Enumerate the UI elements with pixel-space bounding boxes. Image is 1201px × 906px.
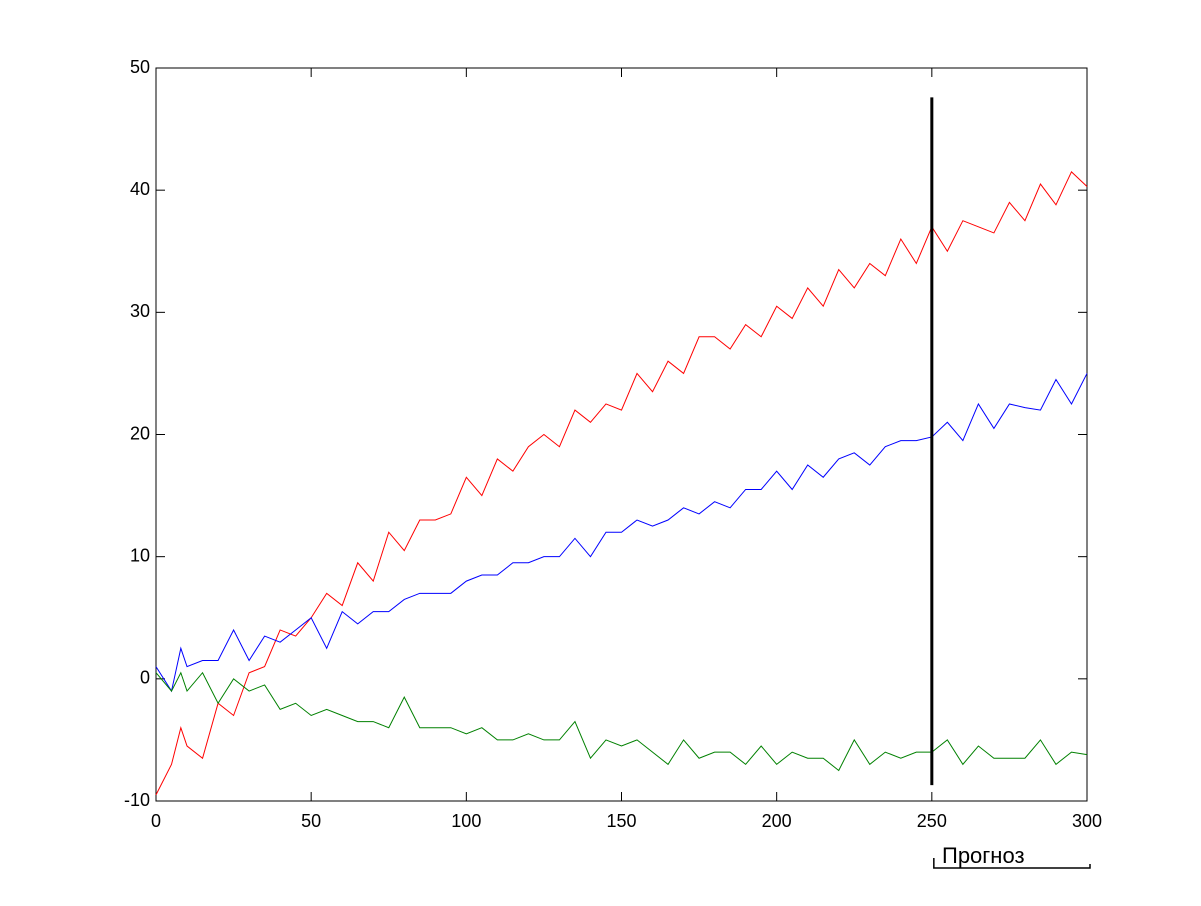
x-tick-label: 0 (151, 811, 161, 831)
y-tick-label: 30 (130, 301, 150, 321)
series-line (155, 671, 1088, 772)
y-tick-label: 20 (130, 423, 150, 443)
x-tick-label: 300 (1072, 811, 1102, 831)
x-tick-label: 200 (762, 811, 792, 831)
y-tick-label: 40 (130, 179, 150, 199)
forecast-bracket (933, 858, 1091, 869)
x-tick-label: 250 (917, 811, 947, 831)
x-tick-label: 150 (606, 811, 636, 831)
y-tick-label: 50 (130, 57, 150, 77)
series-line (155, 171, 1088, 796)
annotation: Прогноз (942, 843, 1025, 868)
y-tick-label: 0 (140, 668, 150, 688)
y-tick-label: 10 (130, 545, 150, 565)
y-tick-label: -10 (124, 790, 150, 810)
x-tick-label: 100 (451, 811, 481, 831)
x-tick-label: 50 (301, 811, 321, 831)
series-line (155, 373, 1088, 693)
